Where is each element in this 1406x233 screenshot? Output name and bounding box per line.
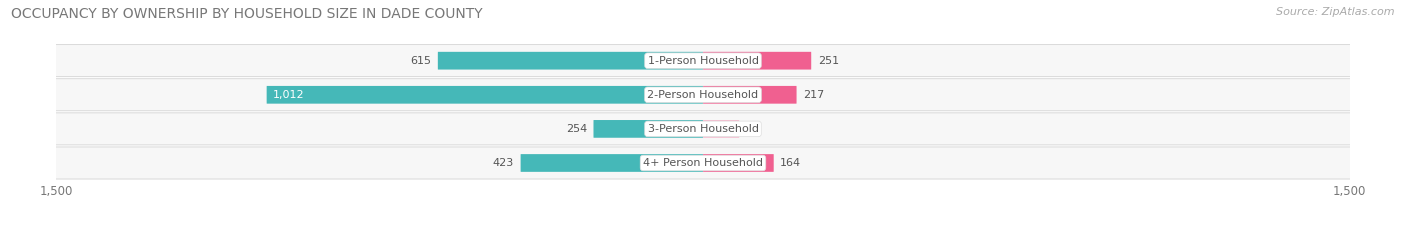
FancyBboxPatch shape <box>44 147 1362 179</box>
FancyBboxPatch shape <box>520 154 703 172</box>
Text: 4+ Person Household: 4+ Person Household <box>643 158 763 168</box>
Text: 615: 615 <box>411 56 432 66</box>
Text: 251: 251 <box>818 56 839 66</box>
FancyBboxPatch shape <box>703 86 797 104</box>
Text: 254: 254 <box>565 124 588 134</box>
FancyBboxPatch shape <box>437 52 703 70</box>
FancyBboxPatch shape <box>44 45 1362 77</box>
Text: 1-Person Household: 1-Person Household <box>648 56 758 66</box>
FancyBboxPatch shape <box>703 154 773 172</box>
Text: 217: 217 <box>803 90 824 100</box>
Text: 3-Person Household: 3-Person Household <box>648 124 758 134</box>
Text: Source: ZipAtlas.com: Source: ZipAtlas.com <box>1277 7 1395 17</box>
FancyBboxPatch shape <box>703 120 740 138</box>
FancyBboxPatch shape <box>267 86 703 104</box>
FancyBboxPatch shape <box>593 120 703 138</box>
Text: 1,012: 1,012 <box>273 90 305 100</box>
Text: OCCUPANCY BY OWNERSHIP BY HOUSEHOLD SIZE IN DADE COUNTY: OCCUPANCY BY OWNERSHIP BY HOUSEHOLD SIZE… <box>11 7 482 21</box>
Text: 2-Person Household: 2-Person Household <box>647 90 759 100</box>
FancyBboxPatch shape <box>44 79 1362 111</box>
Text: 84: 84 <box>745 124 759 134</box>
Text: 423: 423 <box>494 158 515 168</box>
Text: 164: 164 <box>780 158 801 168</box>
FancyBboxPatch shape <box>703 52 811 70</box>
FancyBboxPatch shape <box>44 113 1362 145</box>
